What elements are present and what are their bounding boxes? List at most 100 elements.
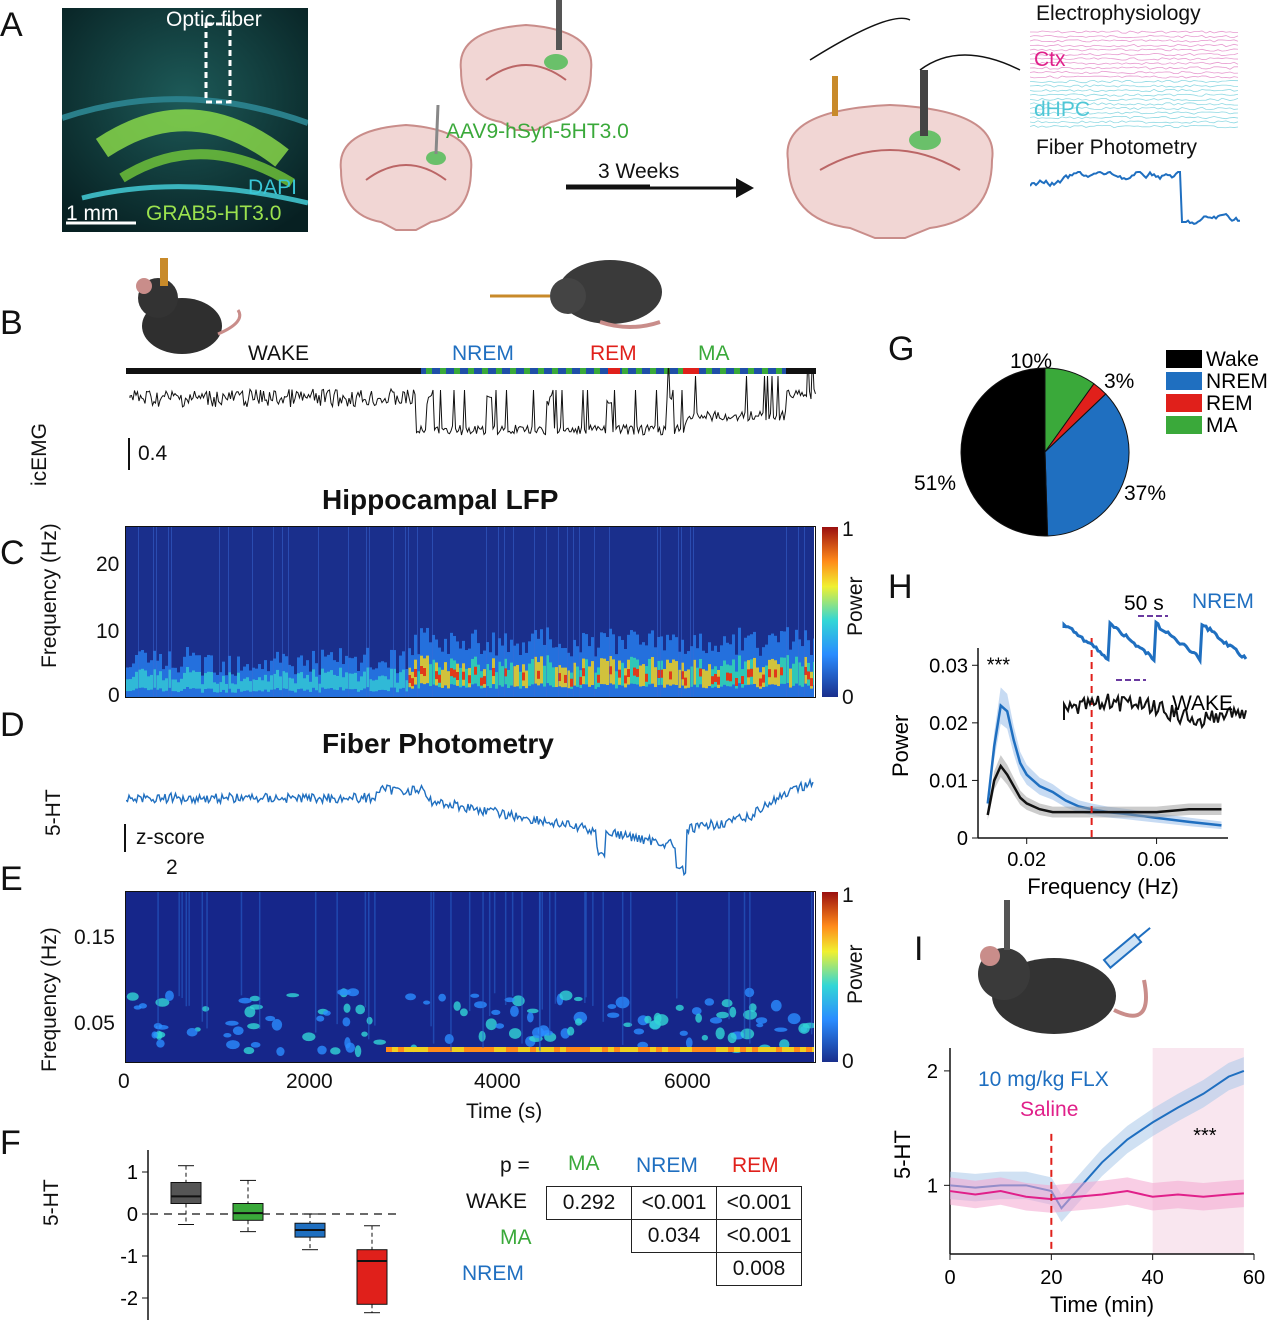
ephys-line: [1030, 30, 1239, 34]
e-cbar-label: Power: [844, 944, 867, 1004]
spec-band: [216, 683, 219, 693]
spec-peak: [627, 669, 630, 678]
i-ylabel: 5-HT: [890, 1130, 915, 1179]
spec-lowfreq: [554, 1047, 560, 1052]
spec-stripe: [432, 892, 435, 1044]
spec-band: [510, 662, 513, 686]
spec-peak: [558, 673, 561, 682]
spec-blob: [478, 1030, 486, 1042]
spec-band: [321, 668, 324, 688]
spec-blob: [559, 990, 573, 1001]
spec-band: [426, 655, 429, 684]
spec-lowfreq: [560, 1047, 566, 1052]
spec-stripe: [584, 892, 586, 1003]
spec-blob: [265, 1015, 276, 1022]
spec-band: [294, 683, 297, 693]
panel-label-d: D: [0, 706, 25, 744]
spec-peak: [810, 678, 813, 687]
panel-label-b: B: [0, 304, 23, 342]
spec-blob: [679, 1030, 688, 1036]
spec-band: [756, 667, 759, 688]
d-scale-value: 2: [166, 856, 178, 879]
spec-lowfreq: [632, 1047, 638, 1052]
spec-blob: [302, 1032, 316, 1042]
spec-lowfreq: [566, 1047, 572, 1052]
spec-band: [360, 676, 363, 691]
state-label-ma: MA: [698, 342, 730, 365]
spec-blob: [510, 1005, 519, 1017]
spec-lowfreq: [458, 1047, 464, 1052]
spec-peak: [435, 671, 438, 680]
spec-blob: [316, 1015, 325, 1022]
spec-peak: [717, 676, 720, 685]
spec-stripe: [168, 527, 169, 697]
legend-swatch: [1166, 416, 1202, 434]
spec-lowfreq: [446, 1047, 452, 1052]
spec-stripe: [546, 527, 547, 697]
spec-lowfreq: [626, 1047, 632, 1052]
spec-peak: [633, 667, 636, 676]
panel-label-e: E: [0, 860, 23, 898]
p-empty: [547, 1220, 632, 1253]
ma-tick: [454, 368, 460, 374]
spec-stripe: [369, 527, 370, 697]
panel-label-a: A: [0, 6, 23, 44]
spec-band: [771, 658, 774, 685]
spec-stripe: [206, 892, 208, 1029]
legend-label: REM: [1206, 392, 1253, 415]
spec-band: [591, 661, 594, 686]
spec-band: [396, 682, 399, 693]
ephys-line: [1030, 124, 1239, 129]
spec-stripe: [810, 892, 813, 1035]
panel-label-g: G: [888, 330, 915, 368]
spec-band: [672, 659, 675, 685]
ephys-line: [1030, 84, 1239, 88]
spec-peak: [453, 669, 456, 678]
spec-peak: [714, 673, 717, 682]
i-band-0: [950, 1057, 1244, 1222]
spec-blob: [330, 1047, 341, 1055]
spec-band: [525, 670, 528, 689]
lfp-spectrogram: [126, 527, 814, 697]
box-ma: [232, 1203, 264, 1221]
spec-band: [135, 671, 138, 689]
hypnogram-wake: [126, 368, 421, 374]
spec-band: [549, 662, 552, 686]
spec-blob: [526, 1008, 539, 1014]
spec-stripe: [602, 892, 604, 1022]
ephys-traces: [1030, 30, 1239, 129]
ma-tick: [552, 368, 558, 374]
spec-stripe: [521, 892, 523, 1044]
h-xtick-label: 0.06: [1137, 849, 1176, 871]
spec-band: [237, 672, 240, 689]
spec-stripe: [488, 892, 491, 1017]
f-ytick-label: 0: [127, 1204, 138, 1226]
optic-fiber-label: Optic fiber: [166, 8, 262, 31]
panel-label-i: I: [914, 930, 924, 968]
ephys-line: [1030, 52, 1239, 57]
spec-blob: [126, 992, 139, 1001]
spec-blob: [623, 1022, 633, 1028]
spec-lowfreq: [584, 1047, 590, 1052]
spec-lowfreq: [512, 1047, 518, 1052]
spec-band: [132, 676, 135, 691]
spec-lowfreq: [470, 1047, 476, 1052]
brain-icon-top: [459, 0, 593, 131]
spec-peak: [609, 666, 612, 675]
spec-lowfreq: [416, 1047, 422, 1052]
spec-band: [555, 667, 558, 688]
spec-stripe: [681, 527, 682, 697]
spec-peak: [570, 678, 573, 687]
spec-lowfreq: [410, 1047, 416, 1052]
ctx-label: Ctx: [1034, 48, 1066, 71]
ephys-title: Electrophysiology: [1036, 2, 1201, 25]
p-wake-ma: 0.292: [546, 1186, 632, 1220]
spec-stripe: [336, 892, 338, 1025]
e-ylabel: Frequency (Hz): [38, 927, 61, 1072]
spec-band: [255, 679, 258, 692]
spec-blob: [607, 1012, 620, 1018]
i-legend-saline: Saline: [1020, 1098, 1078, 1121]
spec-stripe: [621, 892, 624, 1045]
spec-stripe: [549, 892, 551, 1036]
spec-band: [603, 658, 606, 685]
